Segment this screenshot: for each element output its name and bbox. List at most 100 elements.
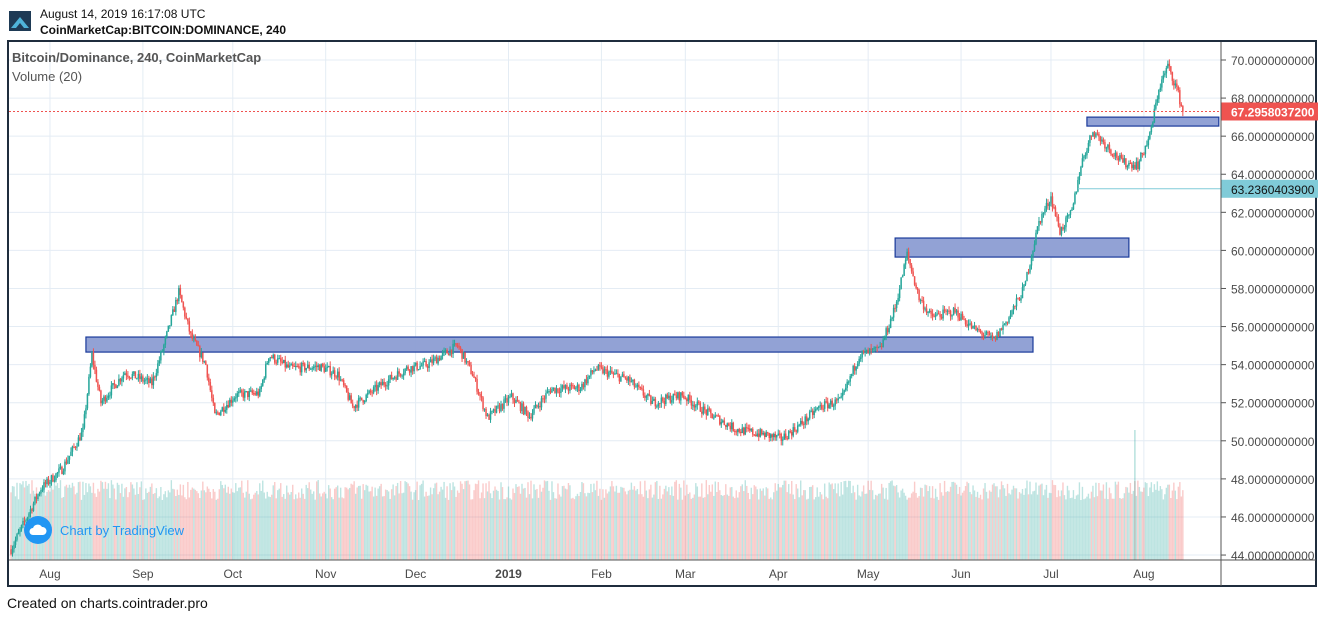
candle-body: [28, 513, 30, 518]
candle-body: [784, 433, 787, 439]
volume-bar: [573, 499, 576, 560]
candle-body: [130, 377, 132, 379]
volume-bar: [350, 483, 352, 560]
candle-body: [363, 401, 366, 403]
volume-bar: [459, 481, 462, 560]
volume-bar: [308, 482, 310, 560]
candle-body: [467, 361, 469, 363]
candle-body: [659, 403, 661, 405]
volume-bar: [1182, 490, 1184, 560]
candle-body: [931, 313, 934, 317]
candle-body: [612, 373, 615, 375]
candle-body: [1075, 191, 1078, 194]
candle-body: [1110, 149, 1112, 154]
x-tick-label: Aug: [39, 567, 60, 581]
volume-bar: [477, 480, 480, 560]
volume-bar: [874, 494, 877, 560]
y-tick-label: 52.0000000000: [1231, 397, 1315, 411]
watermark-text: Chart by TradingView: [60, 522, 185, 538]
volume-bar: [414, 490, 417, 560]
volume-bar: [170, 480, 173, 560]
volume-bar: [630, 482, 633, 560]
candle-body: [497, 405, 499, 407]
volume-bar: [169, 492, 171, 560]
volume-bar: [621, 487, 624, 560]
volume-bar: [85, 483, 87, 560]
candle-body: [50, 475, 53, 482]
volume-indicator-label[interactable]: Volume (20): [12, 69, 83, 84]
x-tick-label: Jun: [951, 567, 970, 581]
volume-bar: [155, 488, 158, 560]
volume-bar: [404, 481, 406, 560]
y-tick-label: 50.0000000000: [1231, 435, 1315, 449]
candle-body: [768, 432, 770, 438]
candle-body: [642, 389, 645, 396]
volume-bar: [320, 496, 322, 560]
volume-bar: [142, 499, 144, 560]
candle-body: [539, 406, 541, 408]
candle-body: [765, 432, 768, 438]
candle-body: [212, 397, 215, 404]
candle-body: [886, 328, 889, 333]
volume-bar: [752, 494, 754, 560]
volume-bar: [154, 493, 156, 560]
volume-bar: [924, 484, 926, 560]
candle-body: [35, 496, 38, 500]
volume-bar: [248, 493, 250, 560]
candle-body: [1011, 310, 1013, 315]
candle-body: [488, 414, 490, 420]
candle-body: [853, 366, 856, 371]
candle-body: [755, 434, 757, 437]
candle-body: [973, 325, 976, 327]
volume-bar: [1140, 491, 1142, 560]
volume-bar: [633, 486, 636, 560]
candle-body: [579, 389, 582, 392]
y-tick-label: 58.0000000000: [1231, 282, 1315, 296]
volume-bar: [1168, 484, 1171, 560]
volume-bar: [597, 495, 600, 560]
volume-bar: [522, 488, 525, 560]
volume-bar: [951, 481, 953, 560]
tradingview-watermark[interactable]: Chart by TradingView: [24, 516, 184, 544]
volume-bar: [530, 480, 532, 560]
volume-bar: [782, 484, 784, 560]
candle-body: [627, 376, 630, 381]
volume-bar: [531, 498, 534, 560]
volume-bar: [981, 499, 983, 560]
volume-bar: [384, 489, 387, 560]
volume-bar: [269, 497, 271, 560]
volume-bar: [612, 486, 615, 560]
candle-body: [734, 430, 736, 432]
volume-bar: [215, 499, 218, 560]
candle-body: [498, 405, 501, 412]
candle-body: [95, 369, 98, 382]
candle-body: [233, 398, 236, 401]
candle-body: [954, 307, 956, 313]
volume-bar: [486, 491, 489, 560]
candle-body: [206, 364, 209, 378]
volume-bar: [65, 484, 68, 560]
candle-body: [825, 401, 827, 403]
candle-body: [909, 259, 911, 266]
candle-body: [632, 379, 634, 382]
volume-bar: [698, 496, 700, 560]
candle-body: [811, 410, 814, 416]
volume-bar: [1170, 497, 1172, 560]
candle-body: [342, 380, 345, 386]
volume-bar: [797, 488, 799, 560]
volume-bar: [666, 491, 669, 560]
candle-body: [939, 314, 941, 317]
candle-body: [996, 331, 998, 340]
volume-bar: [689, 492, 691, 560]
candle-body: [399, 373, 402, 376]
volume-bar: [1002, 485, 1004, 560]
candle-body: [674, 393, 676, 396]
volume-bar: [498, 499, 501, 560]
volume-bar: [372, 496, 375, 560]
candle-body: [1036, 226, 1039, 233]
volume-bar: [804, 490, 806, 560]
candle-body: [530, 416, 532, 419]
candle-body: [921, 299, 923, 301]
candle-body: [701, 411, 703, 414]
